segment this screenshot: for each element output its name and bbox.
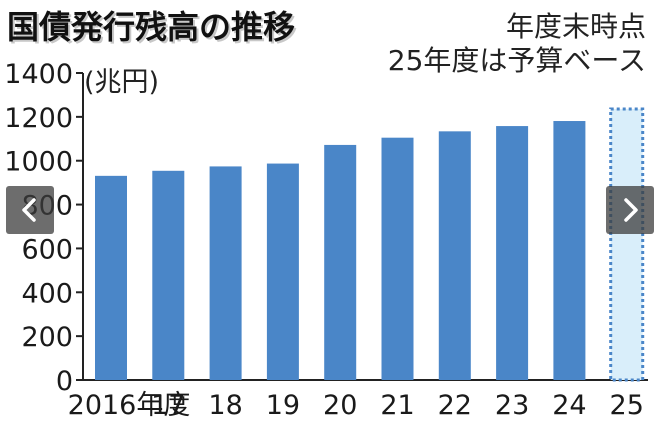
x-tick-label: 22 [438,390,472,421]
bar [324,144,357,380]
bar [381,137,414,380]
x-tick-label: 17 [151,390,185,421]
y-tick-label: 0 [56,366,73,397]
slide-counter: 2 / 2 [4,2,27,13]
x-tick-label: 2016年度 [68,390,191,421]
y-tick-label: 400 [21,278,73,309]
bar [266,163,299,380]
y-tick-label: 1200 [4,103,73,134]
chart-title-shadow: 国債発行残高の推移 [9,10,297,48]
x-tick-label: 18 [208,390,242,421]
bar [438,131,471,380]
chevron-right-icon [624,198,638,222]
x-tick-label: 25 [610,390,644,421]
bars [95,107,645,382]
x-tick-label: 21 [380,390,414,421]
chart-title: 国債発行残高の推移 [7,8,295,46]
y-tick-label: 200 [21,322,73,353]
bar [553,121,586,381]
x-tick-label: 24 [552,390,586,421]
bar [496,126,529,381]
chart-title-group: 国債発行残高の推移 国債発行残高の推移 [7,8,297,48]
prev-slide-button[interactable] [6,186,54,234]
bar-budget [609,107,645,382]
y-tick-label: 600 [21,234,73,265]
y-tick-label: 1000 [4,147,73,178]
y-tick-label: 1400 [4,59,73,90]
bar [152,170,185,380]
chart-note-1: 年度末時点 [505,10,646,43]
chart-note-2: 25年度は予算ベース [387,44,646,77]
bar [209,166,242,380]
chevron-left-icon [22,198,36,222]
bar [95,175,127,380]
x-tick-label: 20 [323,390,357,421]
x-tick-label: 23 [495,390,529,421]
y-axis-unit-label: (兆円) [84,67,160,98]
next-slide-button[interactable] [606,186,654,234]
x-tick-label: 19 [266,390,300,421]
